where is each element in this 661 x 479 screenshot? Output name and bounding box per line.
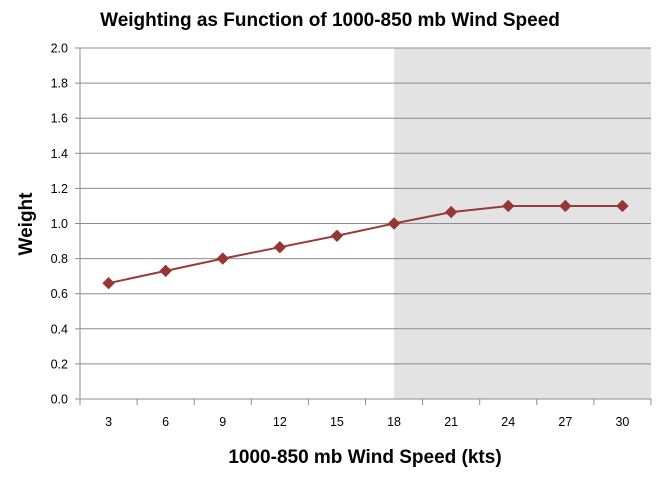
x-tick-label: 18 [387,415,401,429]
x-tick-label: 15 [330,415,344,429]
x-tick-label: 27 [558,415,572,429]
data-point-marker [273,240,287,254]
y-tick-label: 1.0 [51,217,68,231]
data-point-marker [616,199,629,213]
chart-title: Weighting as Function of 1000-850 mb Win… [100,10,560,31]
x-axis-title: 1000-850 mb Wind Speed (kts) [228,447,501,468]
y-tick-label: 1.2 [51,182,68,196]
y-tick-label: 0.4 [51,322,68,336]
data-point-marker [159,264,172,278]
data-point-marker [216,252,229,265]
axes [79,48,652,405]
x-tick-label: 21 [444,415,458,429]
data-point-marker [102,276,115,290]
y-tick-label: 0.8 [51,252,68,266]
y-tick-label: 1.6 [51,112,68,126]
y-tick-label: 1.8 [51,77,68,91]
data-point-marker [559,199,572,213]
x-tick-label: 24 [501,415,515,429]
y-tick-labels: 0.0 0.2 0.4 0.6 0.8 1.0 1.2 1.4 1.6 1.8 2.0 [51,42,68,407]
data-point-marker [387,217,401,230]
y-tick-label: 2.0 [51,42,68,56]
data-point-marker [330,229,344,242]
gridlines [75,47,651,400]
x-tick-labels: 3 6 9 12 15 18 21 24 27 30 [105,415,629,429]
y-tick-label: 1.4 [51,147,68,161]
x-tick-label: 3 [105,415,112,429]
series-line [108,204,623,285]
y-tick-label: 0.0 [51,393,68,407]
x-tick-label: 6 [162,415,169,429]
data-point-marker [444,205,458,219]
series-layer [102,199,629,290]
data-point-marker [502,199,515,213]
y-tick-label: 0.2 [51,357,68,371]
y-tick-label: 0.6 [51,287,68,301]
x-tick-label: 30 [615,415,629,429]
y-axis-title: Weight [16,192,37,256]
x-tick-label: 9 [219,415,226,429]
x-tick-label: 12 [273,415,287,429]
